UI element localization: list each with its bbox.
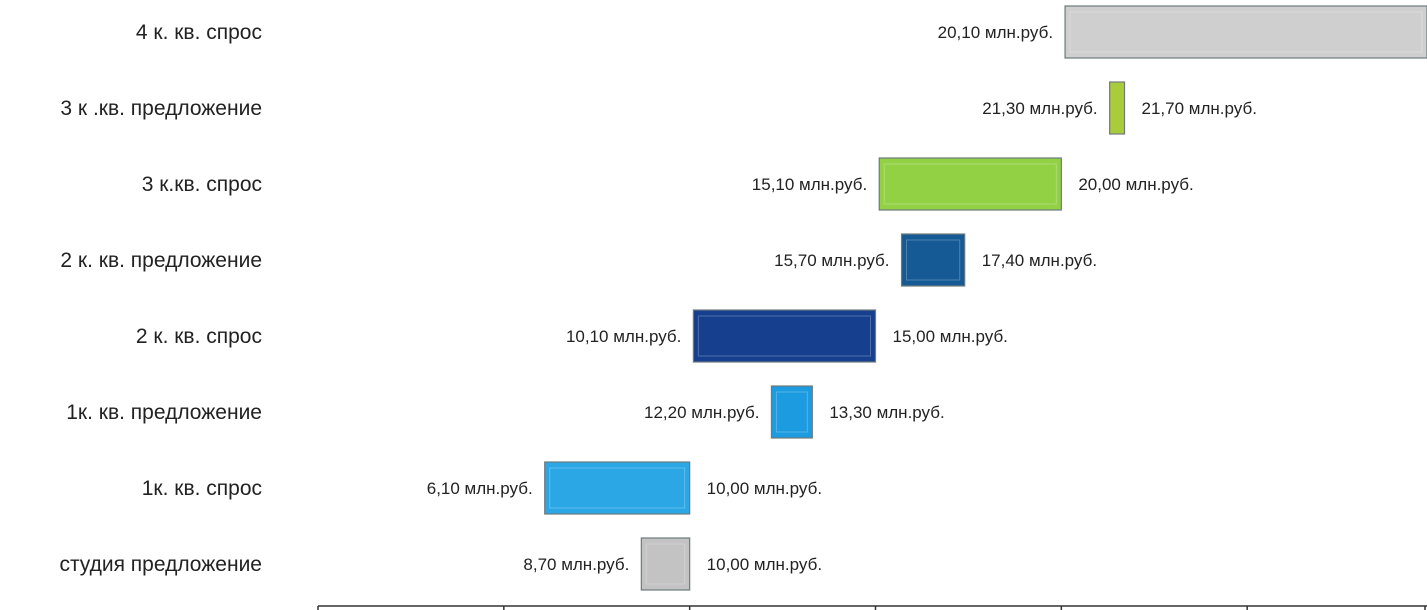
range-bar [1064, 5, 1427, 59]
category-label: 3 к.кв. спрос [142, 173, 262, 196]
range-bar [1109, 81, 1126, 135]
category-label: 1к. кв. спрос [142, 477, 262, 500]
range-bar [640, 537, 691, 591]
bars [544, 5, 1427, 591]
high-value-label: 20,00 млн.руб. [1078, 175, 1193, 194]
category-label: 2 к. кв. предложение [60, 249, 262, 272]
low-value-label: 12,20 млн.руб. [644, 403, 759, 422]
range-bar [544, 461, 691, 515]
bar-highlight [775, 391, 808, 433]
high-value-label: 21,70 млн.руб. [1142, 99, 1257, 118]
low-value-label: 8,70 млн.руб. [523, 555, 629, 574]
bar-highlight [549, 467, 686, 509]
bar-highlight [1069, 11, 1423, 53]
high-value-label: 17,40 млн.руб. [982, 251, 1097, 270]
low-value-label: 20,10 млн.руб. [938, 23, 1053, 42]
high-value-label: 10,00 млн.руб. [707, 555, 822, 574]
range-bar [692, 309, 877, 363]
category-label: 2 к. кв. спрос [136, 325, 262, 348]
range-bar [900, 233, 966, 287]
labels: 4 к. кв. спрос 20,10 млн.руб. 3 к .кв. пре… [59, 21, 1256, 576]
high-value-label: 15,00 млн.руб. [893, 327, 1008, 346]
bar-highlight [906, 239, 961, 281]
x-axis [317, 605, 1427, 610]
category-label: 1к. кв. предложение [66, 401, 262, 424]
low-value-label: 21,30 млн.руб. [982, 99, 1097, 118]
bar-highlight [883, 163, 1057, 205]
bar-highlight [697, 315, 872, 357]
high-value-label: 10,00 млн.руб. [707, 479, 822, 498]
high-value-label: 13,30 млн.руб. [829, 403, 944, 422]
low-value-label: 15,10 млн.руб. [752, 175, 867, 194]
low-value-label: 10,10 млн.руб. [566, 327, 681, 346]
low-value-label: 6,10 млн.руб. [427, 479, 533, 498]
low-value-label: 15,70 млн.руб. [774, 251, 889, 270]
category-label: 3 к .кв. предложение [60, 97, 262, 120]
bar-highlight [645, 543, 686, 585]
range-bar [770, 385, 813, 439]
category-label: 4 к. кв. спрос [136, 21, 262, 44]
category-label: студия предложение [59, 553, 262, 576]
range-bar [878, 157, 1062, 211]
